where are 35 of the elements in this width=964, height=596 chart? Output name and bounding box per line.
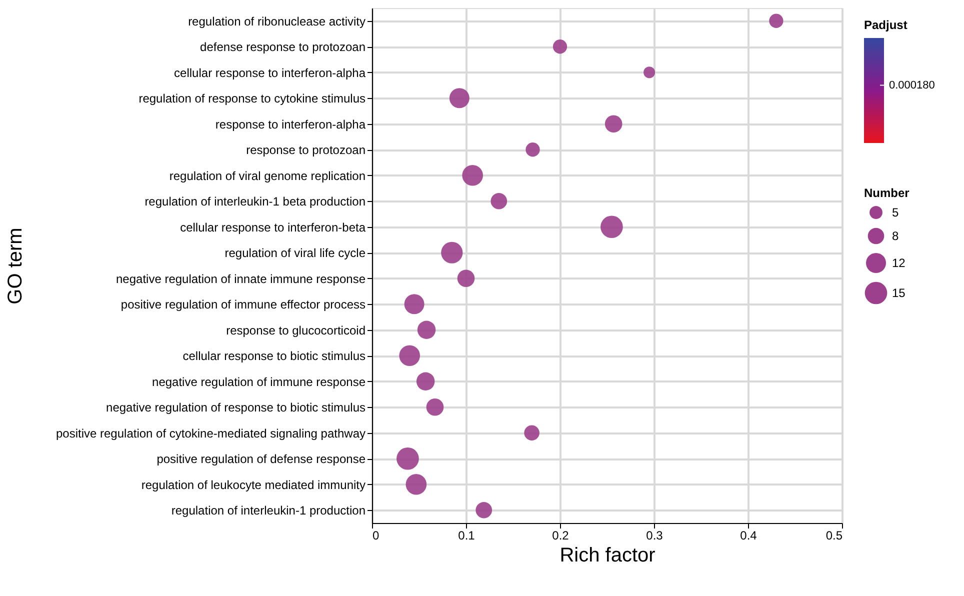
x-tick-label: 0.3 bbox=[646, 528, 664, 542]
legend-label: 15 bbox=[892, 286, 906, 300]
text: 0.000180 bbox=[889, 79, 935, 92]
y-tick-label: negative regulation of innate immune response bbox=[116, 272, 366, 286]
y-tick-label: negative regulation of immune response bbox=[152, 374, 366, 389]
y-tick-label: positive regulation of cytokine-mediated signaling pathway bbox=[56, 426, 366, 440]
y-tick-label: regulation of interleukin-1 beta production bbox=[144, 194, 366, 209]
y-tick-label: defense response to protozoan bbox=[200, 40, 366, 54]
y-tick-label: positive regulation of defense response bbox=[156, 452, 366, 466]
legend-label: 5 bbox=[892, 206, 899, 220]
y-tick-label: response to protozoan bbox=[246, 143, 366, 158]
y-tick-label: response to interferon-alpha bbox=[215, 117, 366, 132]
x-tick-label: 0.4 bbox=[740, 528, 758, 542]
y-tick-label: regulation of ribonuclease activity bbox=[188, 14, 366, 28]
y-tick-label: cellular response to biotic stimulus bbox=[182, 349, 366, 364]
y-axis-title: GO term bbox=[4, 228, 27, 304]
x-tick-label: 0.1 bbox=[458, 528, 476, 542]
y-tick-label: regulation of viral genome replication bbox=[169, 168, 366, 183]
y-tick-label: regulation of interleukin-1 production bbox=[171, 504, 366, 518]
y-tick-label: cellular response to interferon-beta bbox=[180, 220, 366, 234]
y-tick-label: response to glucocorticoid bbox=[226, 323, 366, 338]
x-axis-title: Rich factor bbox=[560, 544, 656, 566]
legend-title: Number bbox=[864, 186, 910, 200]
y-tick-label: regulation of viral life cycle bbox=[224, 246, 366, 260]
y-tick-label: positive regulation of immune effector process bbox=[120, 298, 366, 312]
x-tick-label: 0.2 bbox=[552, 528, 570, 542]
legend-label: 8 bbox=[892, 229, 899, 243]
x-tick-label: 0.5 bbox=[826, 528, 843, 542]
x-tick-label: 0 bbox=[372, 528, 380, 542]
legend-label: 12 bbox=[892, 256, 906, 270]
y-tick-label: regulation of response to cytokine stimulus bbox=[138, 92, 366, 106]
y-tick-label: regulation of leukocyte mediated immunity bbox=[141, 478, 366, 492]
y-tick-label: negative regulation of response to biotic stimulus bbox=[106, 400, 366, 415]
color-bar-title: Padjust bbox=[864, 18, 908, 32]
y-tick-label: cellular response to interferon-alpha bbox=[174, 66, 366, 80]
